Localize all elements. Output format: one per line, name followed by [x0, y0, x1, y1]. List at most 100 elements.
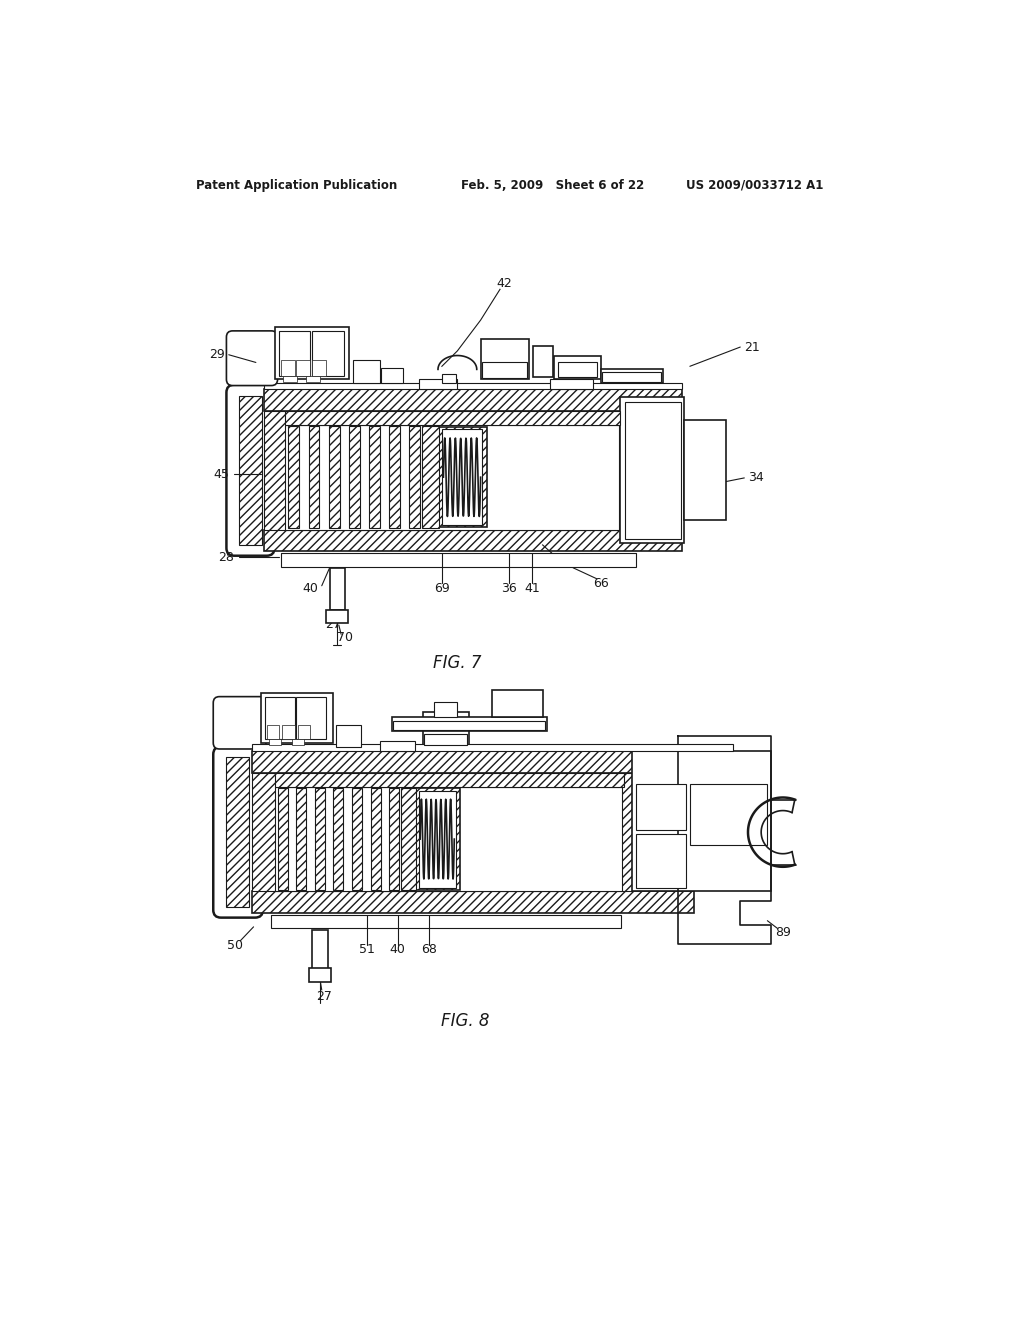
Bar	[684, 420, 726, 520]
Bar	[482, 363, 527, 378]
Bar	[261, 693, 333, 743]
FancyBboxPatch shape	[226, 331, 278, 385]
Bar	[636, 834, 686, 887]
Bar	[312, 929, 328, 970]
Bar	[534, 346, 553, 378]
Text: 40: 40	[302, 582, 318, 594]
Text: Feb. 5, 2009   Sheet 6 of 22: Feb. 5, 2009 Sheet 6 of 22	[461, 178, 644, 191]
Bar	[239, 396, 262, 545]
Text: 70: 70	[337, 631, 353, 644]
Bar	[437, 428, 486, 527]
Text: 40: 40	[390, 944, 406, 957]
Bar	[252, 751, 693, 774]
FancyBboxPatch shape	[213, 697, 266, 748]
Bar	[296, 360, 310, 376]
Bar	[419, 791, 456, 887]
Bar	[334, 788, 343, 890]
Bar	[352, 360, 380, 383]
Bar	[282, 553, 636, 566]
Text: 51: 51	[358, 944, 375, 957]
Bar	[275, 787, 623, 891]
Bar	[442, 429, 482, 525]
Bar	[434, 702, 458, 718]
FancyBboxPatch shape	[213, 747, 263, 917]
Bar	[269, 739, 281, 744]
Text: 68: 68	[421, 944, 436, 957]
Bar	[352, 788, 362, 890]
Text: 34: 34	[748, 471, 764, 484]
Text: FIG. 8: FIG. 8	[441, 1012, 489, 1030]
Bar	[289, 426, 299, 528]
Bar	[554, 356, 601, 379]
Bar	[306, 376, 321, 381]
Bar	[422, 426, 438, 528]
Bar	[286, 425, 618, 529]
Text: 45: 45	[213, 467, 229, 480]
Bar	[263, 529, 682, 552]
Bar	[442, 374, 456, 383]
Bar	[263, 383, 682, 389]
Bar	[225, 758, 249, 907]
Bar	[601, 370, 663, 383]
Bar	[278, 788, 288, 890]
Bar	[336, 725, 360, 747]
Text: Patent Application Publication: Patent Application Publication	[197, 178, 397, 191]
Bar	[311, 331, 344, 376]
Bar	[330, 568, 345, 610]
Text: 41: 41	[524, 582, 540, 594]
Bar	[410, 426, 420, 528]
Bar	[309, 969, 331, 982]
Bar	[690, 784, 767, 845]
Bar	[265, 697, 295, 739]
Bar	[393, 721, 545, 730]
Bar	[329, 426, 340, 528]
Text: 27: 27	[316, 990, 332, 1003]
Text: US 2009/0033712 A1: US 2009/0033712 A1	[686, 178, 823, 191]
Bar	[292, 739, 304, 744]
Bar	[550, 379, 593, 389]
Text: 42: 42	[496, 277, 512, 289]
Text: 36: 36	[501, 582, 516, 594]
Text: 21: 21	[744, 341, 760, 354]
Bar	[423, 711, 469, 747]
Text: 69: 69	[434, 582, 450, 594]
Bar	[381, 368, 403, 383]
Bar	[625, 401, 681, 539]
FancyBboxPatch shape	[226, 385, 274, 556]
Bar	[371, 788, 381, 890]
Bar	[266, 725, 280, 739]
Bar	[280, 331, 310, 376]
Bar	[480, 339, 528, 379]
Bar	[308, 426, 319, 528]
Bar	[263, 411, 621, 529]
Text: 27: 27	[326, 618, 341, 631]
Bar	[349, 426, 359, 528]
Bar	[389, 426, 400, 528]
Text: 28: 28	[218, 550, 234, 564]
Bar	[283, 376, 297, 381]
Text: 66: 66	[593, 577, 608, 590]
Bar	[286, 411, 621, 425]
Bar	[632, 751, 771, 891]
Bar	[602, 372, 662, 381]
Bar	[621, 397, 684, 544]
Bar	[389, 788, 399, 890]
Text: 50: 50	[227, 939, 243, 952]
Bar	[275, 774, 624, 787]
Bar	[263, 389, 682, 411]
Bar	[327, 610, 348, 623]
Bar	[281, 360, 295, 376]
Bar	[311, 360, 326, 376]
Bar	[283, 725, 295, 739]
Bar	[391, 718, 547, 731]
Bar	[270, 915, 621, 928]
Bar	[296, 788, 306, 890]
Bar	[252, 774, 632, 891]
Bar	[424, 734, 467, 744]
Bar	[252, 891, 693, 913]
Text: FIG. 7: FIG. 7	[433, 653, 481, 672]
Bar	[415, 788, 460, 890]
Bar	[400, 788, 417, 890]
Bar	[369, 426, 380, 528]
Bar	[275, 327, 349, 379]
